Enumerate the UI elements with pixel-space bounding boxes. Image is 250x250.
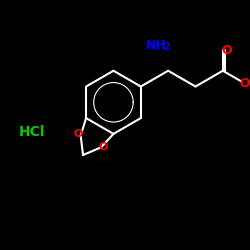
Text: NH: NH bbox=[146, 39, 166, 52]
Text: O: O bbox=[74, 130, 83, 140]
Text: HCl: HCl bbox=[19, 126, 45, 140]
Text: O: O bbox=[98, 142, 108, 152]
Text: 2: 2 bbox=[163, 42, 170, 52]
Text: O: O bbox=[240, 77, 250, 90]
Text: O: O bbox=[222, 44, 232, 57]
